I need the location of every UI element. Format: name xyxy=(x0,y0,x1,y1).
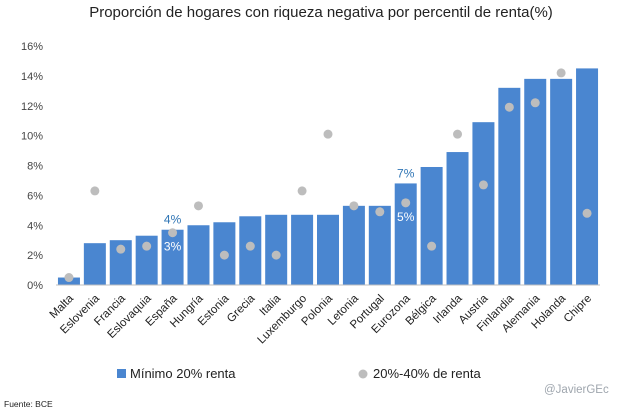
point-hungría xyxy=(193,201,203,211)
y-tick-label: 0% xyxy=(27,280,43,292)
bar-eslovaquia xyxy=(135,235,158,285)
bar-españa xyxy=(161,229,184,285)
legend-marker-points xyxy=(358,369,368,379)
bar-chipre xyxy=(576,68,599,285)
point-francia xyxy=(116,244,126,254)
point-estonia xyxy=(219,250,229,260)
point-portugal xyxy=(375,207,385,217)
point-polonia xyxy=(323,129,333,139)
bar-irlanda xyxy=(446,152,469,285)
y-tick-label: 12% xyxy=(21,101,43,113)
point-series xyxy=(64,68,592,283)
bar-hungría xyxy=(187,225,210,285)
bar-holanda xyxy=(550,78,573,285)
bar-eslovenia xyxy=(83,243,106,285)
point-finlandia xyxy=(504,102,514,112)
annotation-bar-value: 4% xyxy=(164,213,182,227)
point-eslovenia xyxy=(90,186,100,196)
point-chipre xyxy=(582,208,592,218)
annotation-point-value: 5% xyxy=(397,210,415,224)
point-eurozona xyxy=(401,198,411,208)
bar-polonia xyxy=(317,214,339,285)
point-españa xyxy=(168,228,178,238)
point-malta xyxy=(64,273,74,283)
point-alemania xyxy=(530,98,540,108)
y-tick-label: 10% xyxy=(21,131,43,143)
y-tick-label: 6% xyxy=(27,190,43,202)
y-tick-label: 8% xyxy=(27,161,43,173)
point-grecia xyxy=(245,241,255,251)
bar-series xyxy=(57,68,599,286)
y-tick-label: 2% xyxy=(27,250,43,262)
y-tick-label: 4% xyxy=(27,220,43,232)
bar-finlandia xyxy=(498,87,521,285)
bar-alemania xyxy=(524,78,547,285)
y-axis: 0% 2% 4% 6% 8% 10% 12% 14% 16% xyxy=(21,41,43,292)
legend-marker-bars xyxy=(117,369,126,378)
x-axis-labels: MaltaEsloveniaFranciaEslovaquiaEspañaHun… xyxy=(48,292,594,346)
point-holanda xyxy=(556,68,566,78)
chart-title: Proporción de hogares con riqueza negati… xyxy=(89,4,553,21)
legend-label-bars: Mínimo 20% renta xyxy=(130,366,236,381)
bar-bélgica xyxy=(420,166,443,285)
bar-italia xyxy=(265,214,288,285)
point-bélgica xyxy=(427,241,437,251)
point-eslovaquia xyxy=(142,241,152,251)
bar-letonia xyxy=(342,205,365,285)
source-note: Fuente: BCE xyxy=(4,399,53,409)
legend-label-points: 20%-40% de renta xyxy=(373,366,481,381)
annotation-point-value: 3% xyxy=(164,240,182,254)
point-italia xyxy=(271,250,281,260)
x-tick-label: Chipre xyxy=(562,293,594,325)
y-tick-label: 16% xyxy=(21,41,43,53)
annotation-bar-value: 7% xyxy=(397,166,415,180)
author-credit: @JavierGEc xyxy=(544,384,609,396)
bar-francia xyxy=(109,240,132,285)
x-tick-label: Grecia xyxy=(225,292,258,325)
y-tick-label: 14% xyxy=(21,71,43,83)
point-austria xyxy=(478,180,488,190)
bar-portugal xyxy=(368,205,391,285)
bar-luxemburgo xyxy=(291,214,314,285)
annotations: 4% 3% 7% 5% xyxy=(164,166,415,253)
point-letonia xyxy=(349,201,359,211)
bar-eurozona xyxy=(394,183,417,285)
point-luxemburgo xyxy=(297,186,307,196)
legend: Mínimo 20% renta 20%-40% de renta xyxy=(117,366,481,381)
point-irlanda xyxy=(453,129,463,139)
bar-austria xyxy=(472,122,495,286)
